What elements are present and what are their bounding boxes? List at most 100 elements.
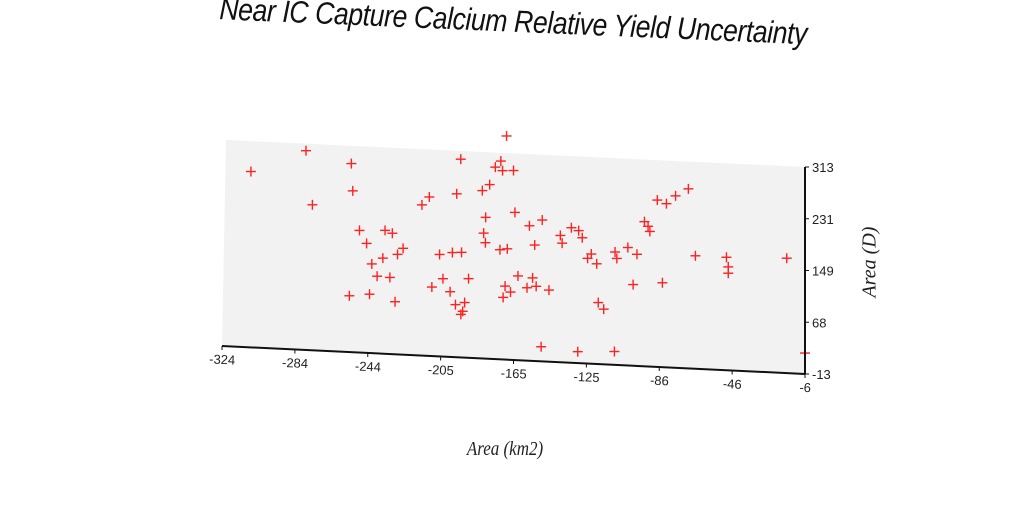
data-point — [591, 258, 602, 269]
data-point — [361, 238, 372, 249]
x-tick-label: -165 — [500, 365, 527, 381]
data-point — [536, 341, 547, 352]
data-point — [377, 253, 388, 264]
data-point — [781, 253, 792, 264]
x-tick-label: -46 — [723, 376, 742, 392]
data-point — [346, 158, 357, 169]
data-point — [344, 290, 355, 301]
data-point — [531, 281, 542, 292]
y-axis-label: Area (D) — [858, 226, 881, 298]
data-point — [609, 346, 620, 357]
data-point — [631, 249, 642, 260]
data-point — [484, 179, 495, 190]
data-point — [354, 225, 365, 236]
data-point — [573, 225, 584, 236]
data-point — [628, 279, 639, 290]
data-point — [490, 162, 501, 173]
x-tick-label: -205 — [427, 362, 454, 378]
data-point — [478, 228, 489, 239]
data-point — [380, 225, 391, 236]
data-point — [463, 273, 474, 284]
plot-background — [222, 140, 805, 374]
data-point — [480, 212, 491, 223]
data-point — [527, 272, 538, 283]
x-tick-label: -6 — [799, 380, 811, 396]
data-point — [445, 286, 456, 297]
data-point — [364, 289, 375, 300]
y-tick-label: -13 — [812, 367, 831, 382]
data-point — [721, 252, 732, 263]
x-tick-label: -324 — [209, 351, 236, 367]
data-point — [555, 230, 566, 241]
data-point — [300, 145, 311, 156]
y-axis: -13 68 149 231 313 — [804, 160, 834, 382]
x-axis-label: Area (km2) — [466, 438, 544, 460]
data-point — [498, 292, 509, 303]
data-point — [347, 185, 358, 196]
data-point — [537, 215, 548, 226]
data-point — [447, 247, 458, 258]
data-point — [477, 185, 488, 196]
data-point — [657, 277, 668, 288]
data-point — [522, 282, 533, 293]
data-point — [690, 250, 701, 261]
data-point — [426, 282, 437, 293]
data-point — [451, 188, 462, 199]
data-point — [424, 191, 435, 202]
data-point — [494, 244, 505, 255]
data-point — [480, 237, 491, 248]
data-point — [455, 154, 466, 165]
data-point — [577, 232, 588, 243]
data-point — [529, 240, 540, 251]
data-point — [505, 287, 516, 298]
data-point — [572, 346, 583, 357]
data-point — [497, 165, 508, 176]
x-axis: -324 -284 -244 -205 -165 -125 -86 -46 -6 — [209, 345, 811, 396]
x-tick-label: -244 — [355, 358, 382, 374]
data-point — [622, 242, 633, 253]
markers-group — [245, 130, 810, 359]
data-point — [398, 243, 409, 254]
data-point — [643, 221, 654, 232]
y-tick-label: 313 — [812, 160, 834, 175]
data-point — [509, 207, 520, 218]
y-tick-label: 149 — [812, 264, 834, 279]
data-point — [652, 195, 663, 206]
data-point — [586, 249, 597, 260]
x-tick-label: -86 — [650, 373, 669, 389]
data-point — [384, 272, 395, 283]
data-point — [372, 271, 383, 282]
data-point — [307, 199, 318, 210]
y-tick-label: 68 — [812, 315, 826, 330]
data-point — [495, 156, 506, 167]
x-tick-label: -125 — [573, 369, 600, 385]
data-point — [245, 166, 256, 177]
data-point — [450, 299, 461, 310]
data-point — [434, 249, 445, 260]
data-point — [512, 270, 523, 281]
data-point — [455, 309, 466, 320]
plot-area — [222, 140, 805, 374]
data-point — [610, 246, 621, 257]
data-point — [566, 222, 577, 233]
data-point — [390, 296, 401, 307]
x-tick-label: -284 — [282, 355, 309, 371]
data-point — [500, 281, 511, 292]
data-point — [387, 228, 398, 239]
data-point — [723, 261, 734, 272]
data-point — [557, 238, 568, 249]
data-point — [392, 249, 403, 260]
data-point — [366, 258, 377, 269]
data-point — [501, 130, 512, 141]
data-point — [611, 253, 622, 264]
data-point — [459, 297, 470, 308]
data-point — [416, 199, 427, 210]
data-point — [437, 273, 448, 284]
data-point — [543, 285, 554, 296]
data-point — [524, 220, 535, 231]
data-point — [661, 198, 672, 209]
data-point — [598, 304, 609, 315]
data-point — [593, 297, 604, 308]
y-tick-label: 231 — [812, 212, 834, 227]
